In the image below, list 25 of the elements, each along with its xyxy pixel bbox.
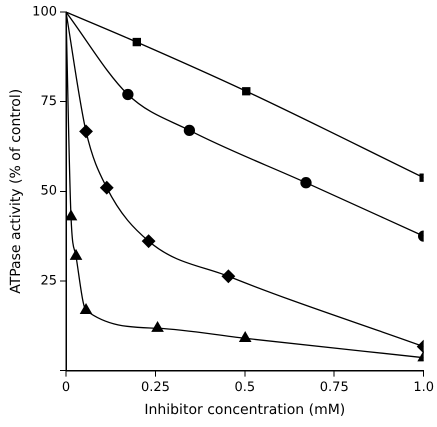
x-tick-label: 1.0 <box>413 380 434 395</box>
x-tick-label: 0 <box>62 380 70 395</box>
x-tick-label: 0.75 <box>320 380 349 395</box>
y-tick-label: 50 <box>40 184 57 199</box>
point <box>80 304 92 314</box>
point <box>152 322 164 332</box>
point <box>132 38 142 46</box>
point <box>70 250 82 260</box>
point <box>79 124 93 138</box>
point <box>184 124 196 136</box>
y-tick-label: 100 <box>32 4 57 20</box>
x-tick-label: 0.25 <box>140 380 170 395</box>
y-tick-label: 75 <box>40 94 57 110</box>
point <box>300 177 312 188</box>
point <box>122 88 134 100</box>
point <box>100 181 114 194</box>
x-tick-label: 0.5 <box>234 380 256 395</box>
y-axis-title: ATPase activity (% of control) <box>8 88 24 294</box>
point <box>142 234 156 248</box>
point <box>242 87 250 96</box>
point <box>239 332 252 342</box>
point <box>222 270 236 283</box>
y-tick-label: 25 <box>40 273 57 288</box>
point <box>66 210 77 220</box>
x-axis-title: Inhibitor concentration (mM) <box>144 402 346 418</box>
